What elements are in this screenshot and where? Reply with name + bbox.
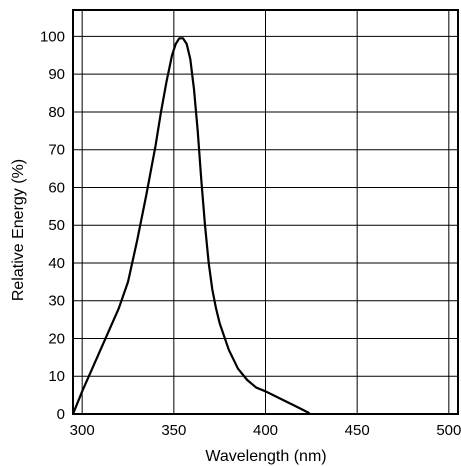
y-tick-label-50: 50 <box>48 217 65 234</box>
y-tick-label-40: 40 <box>48 255 65 272</box>
grid <box>73 10 458 414</box>
y-tick-label-10: 10 <box>48 368 65 385</box>
y-tick-label-20: 20 <box>48 330 65 347</box>
x-tick-label-450: 450 <box>345 422 370 439</box>
x-tick-label-500: 500 <box>436 422 461 439</box>
y-tick-label-80: 80 <box>48 104 65 121</box>
y-tick-labels: 0 10 20 30 40 50 60 70 80 90 100 <box>40 28 65 423</box>
y-tick-label-60: 60 <box>48 179 65 196</box>
x-axis-label: Wavelength (nm) <box>205 448 326 465</box>
energy-curve <box>71 37 310 415</box>
y-tick-label-100: 100 <box>40 28 65 45</box>
plot-frame <box>72 9 459 415</box>
x-tick-label-350: 350 <box>161 422 186 439</box>
x-tick-labels: 300 350 400 450 500 <box>70 422 461 439</box>
y-tick-label-90: 90 <box>48 66 65 83</box>
y-tick-label-30: 30 <box>48 293 65 310</box>
y-tick-label-0: 0 <box>57 406 65 423</box>
y-tick-label-70: 70 <box>48 142 65 159</box>
y-axis-label: Relative Energy (%) <box>10 159 27 301</box>
x-tick-label-400: 400 <box>253 422 278 439</box>
x-tick-label-300: 300 <box>70 422 95 439</box>
